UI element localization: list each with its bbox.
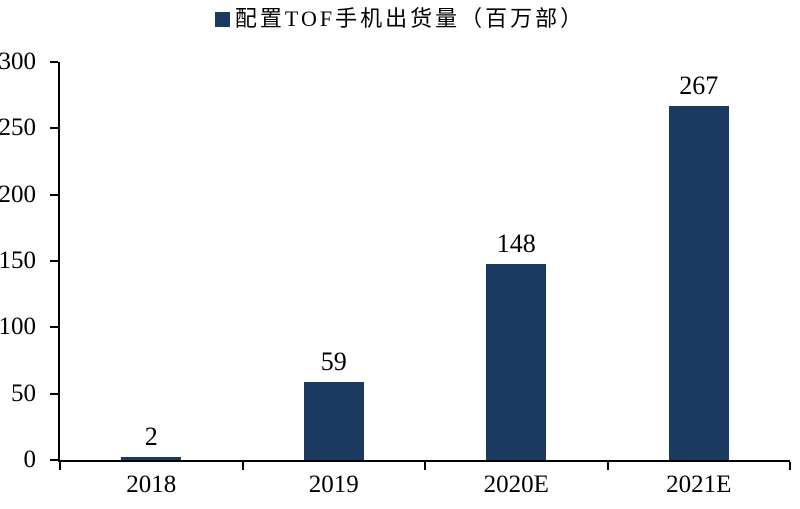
y-axis-tick-label: 100 xyxy=(0,313,36,341)
bar-value-label: 2 xyxy=(144,422,158,451)
y-axis-tick xyxy=(50,326,58,329)
bar-value-label: 267 xyxy=(679,71,719,100)
y-axis-tick-label: 250 xyxy=(0,114,36,142)
y-axis-tick-label: 300 xyxy=(0,48,36,75)
legend: 配置TOF手机出货量（百万部） xyxy=(0,6,800,32)
x-axis-category-label: 2019 xyxy=(308,471,359,498)
x-axis-category-label: 2018 xyxy=(126,471,177,498)
y-axis-tick xyxy=(50,392,58,395)
legend-marker-icon xyxy=(214,11,230,27)
y-axis-tick-label: 0 xyxy=(23,446,37,473)
y-axis-tick xyxy=(50,193,58,196)
bar-2021E xyxy=(668,106,729,460)
y-axis-tick xyxy=(50,459,58,461)
bar-value-label: 59 xyxy=(320,347,347,376)
bar-2018 xyxy=(121,457,182,460)
bar-value-label: 148 xyxy=(496,229,536,258)
y-axis-tick-label: 50 xyxy=(11,379,36,407)
x-axis-category-label: 2020E xyxy=(483,471,549,498)
bar-2020E xyxy=(486,264,547,460)
y-axis-tick-label: 150 xyxy=(0,247,36,274)
y-axis-tick-label: 200 xyxy=(0,180,36,208)
legend-label: 配置TOF手机出货量（百万部） xyxy=(234,6,586,31)
x-axis-tick xyxy=(424,462,426,470)
plot-area: 0 50 100 150 200 250 300 2 2018 59 2019 148 2020E 267… xyxy=(0,49,791,498)
x-axis-tick xyxy=(789,462,791,470)
x-axis-category-label: 2021E xyxy=(666,471,732,498)
x-axis-tick xyxy=(606,462,609,470)
y-axis-tick xyxy=(50,61,58,63)
bar-2019 xyxy=(303,382,364,460)
y-axis-tick xyxy=(50,127,58,130)
x-axis-tick xyxy=(241,462,244,470)
y-axis-tick xyxy=(50,260,58,262)
x-axis-tick xyxy=(59,462,61,470)
